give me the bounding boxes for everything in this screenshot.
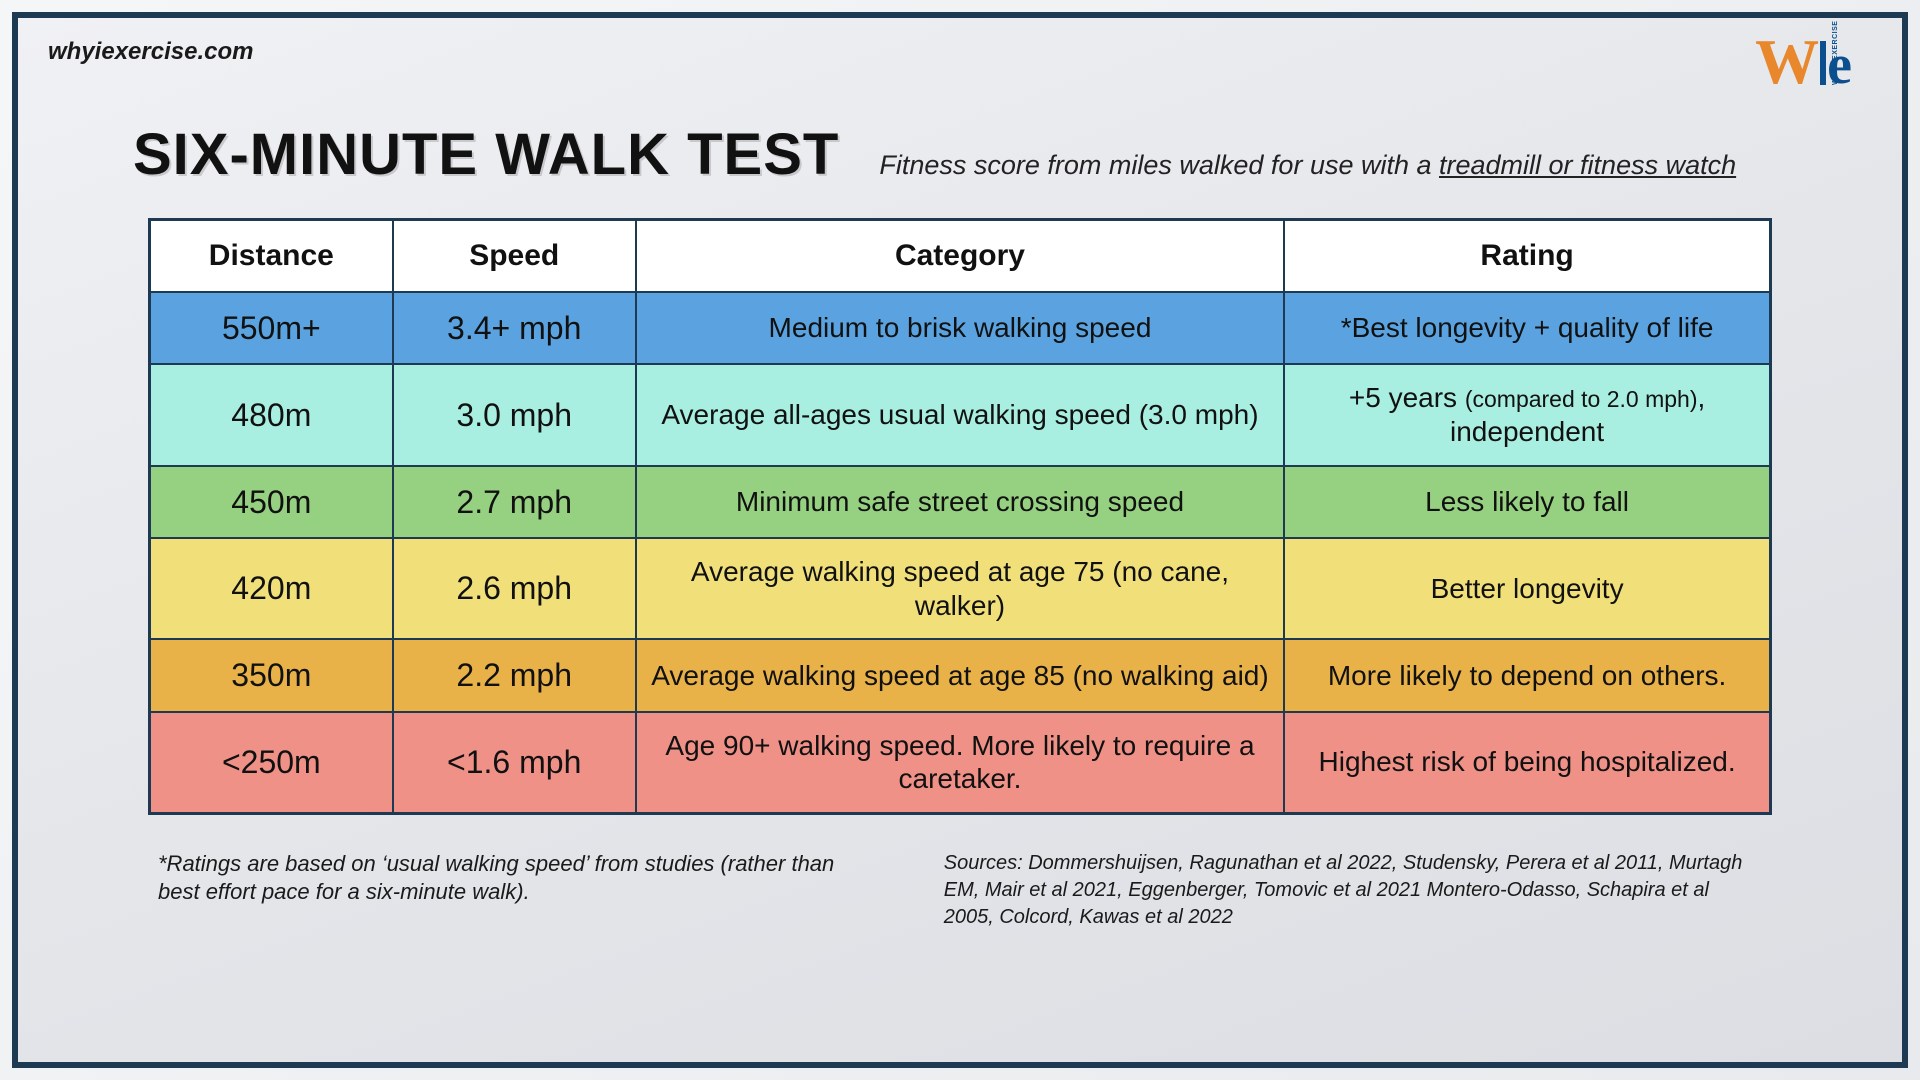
cell-category: Average all-ages usual walking speed (3.… (636, 364, 1284, 465)
cell-speed: 3.0 mph (393, 364, 636, 465)
sources-text: Sources: Dommershuijsen, Ragunathan et a… (944, 850, 1762, 931)
cell-speed: 2.6 mph (393, 538, 636, 639)
col-header-speed: Speed (393, 220, 636, 293)
page-title: SIX-MINUTE WALK TEST (133, 121, 839, 188)
cell-speed: 3.4+ mph (393, 292, 636, 364)
infographic-frame: whyiexercise.com W WHY I EXERCISE e SIX-… (12, 12, 1908, 1068)
page-subtitle: Fitness score from miles walked for use … (879, 150, 1736, 181)
site-url: whyiexercise.com (48, 38, 1872, 66)
cell-category: Age 90+ walking speed. More likely to re… (636, 712, 1284, 814)
site-logo: W WHY I EXERCISE e (1755, 36, 1852, 88)
logo-letter-e: e (1827, 43, 1852, 88)
cell-speed: 2.2 mph (393, 639, 636, 711)
subtitle-underline: treadmill or fitness watch (1439, 150, 1736, 180)
cell-distance: 450m (150, 466, 393, 538)
logo-bar-text: WHY I EXERCISE (1832, 21, 1839, 85)
logo-divider-bar: WHY I EXERCISE (1820, 41, 1826, 85)
cell-rating: Highest risk of being hospitalized. (1284, 712, 1770, 814)
col-header-category: Category (636, 220, 1284, 293)
col-header-distance: Distance (150, 220, 393, 293)
cell-category: Average walking speed at age 85 (no walk… (636, 639, 1284, 711)
subtitle-text: Fitness score from miles walked for use … (879, 150, 1439, 180)
table-row: 350m2.2 mphAverage walking speed at age … (150, 639, 1771, 711)
walk-test-table: Distance Speed Category Rating 550m+3.4+… (148, 218, 1772, 815)
table-row: 480m3.0 mphAverage all-ages usual walkin… (150, 364, 1771, 465)
cell-rating: Better longevity (1284, 538, 1770, 639)
header-row: SIX-MINUTE WALK TEST Fitness score from … (133, 121, 1872, 188)
cell-category: Average walking speed at age 75 (no cane… (636, 538, 1284, 639)
ratings-footnote: *Ratings are based on ‘usual walking spe… (158, 850, 864, 931)
cell-distance: 420m (150, 538, 393, 639)
col-header-rating: Rating (1284, 220, 1770, 293)
cell-distance: 350m (150, 639, 393, 711)
table-row: 450m2.7 mphMinimum safe street crossing … (150, 466, 1771, 538)
cell-distance: <250m (150, 712, 393, 814)
cell-speed: 2.7 mph (393, 466, 636, 538)
logo-letter-w: W (1755, 36, 1819, 87)
cell-speed: <1.6 mph (393, 712, 636, 814)
cell-distance: 550m+ (150, 292, 393, 364)
walk-test-table-wrap: Distance Speed Category Rating 550m+3.4+… (148, 218, 1772, 815)
cell-rating: *Best longevity + quality of life (1284, 292, 1770, 364)
cell-rating: +5 years (compared to 2.0 mph), independ… (1284, 364, 1770, 465)
cell-category: Medium to brisk walking speed (636, 292, 1284, 364)
table-row: 550m+3.4+ mphMedium to brisk walking spe… (150, 292, 1771, 364)
table-header-row: Distance Speed Category Rating (150, 220, 1771, 293)
table-row: 420m2.6 mphAverage walking speed at age … (150, 538, 1771, 639)
cell-category: Minimum safe street crossing speed (636, 466, 1284, 538)
cell-rating: More likely to depend on others. (1284, 639, 1770, 711)
footer-row: *Ratings are based on ‘usual walking spe… (158, 850, 1762, 931)
cell-rating: Less likely to fall (1284, 466, 1770, 538)
cell-distance: 480m (150, 364, 393, 465)
table-row: <250m<1.6 mphAge 90+ walking speed. More… (150, 712, 1771, 814)
